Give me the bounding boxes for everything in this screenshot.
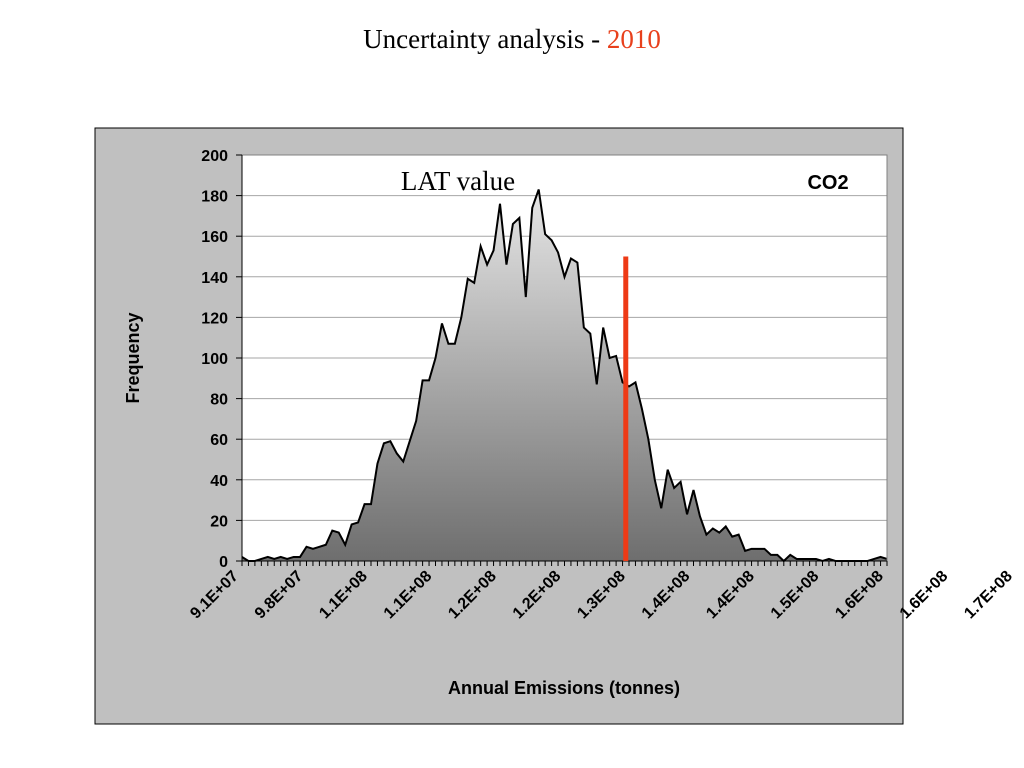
y-tick-labels: 0 20 40 60 80 100 120 140 160 180 200 (201, 148, 228, 571)
slide-title-year: 2010 (606, 24, 661, 54)
x-axis-title: Annual Emissions (tonnes) (448, 678, 680, 698)
y-tick-label-0: 0 (219, 554, 228, 571)
lat-value-label: LAT value (401, 166, 515, 196)
y-tick-label-80: 80 (210, 392, 228, 409)
y-tick-label-160: 160 (201, 229, 228, 246)
slide-title-text: Uncertainty analysis - (363, 24, 601, 54)
y-tick-label-60: 60 (210, 432, 228, 449)
frequency-area (242, 189, 887, 561)
y-tick-label-20: 20 (210, 513, 228, 530)
y-tick-label-100: 100 (201, 351, 228, 368)
y-tick-label-140: 140 (201, 270, 228, 287)
x-tick-label-12: 1.7E+08 (961, 568, 1016, 623)
y-tick-label-200: 200 (201, 148, 228, 165)
series-label: CO2 (807, 172, 848, 194)
x-tick-label-11: 1.6E+08 (897, 568, 952, 623)
axes (236, 154, 888, 566)
y-axis-title: Frequency (123, 312, 143, 403)
y-tick-label-180: 180 (201, 189, 228, 206)
frequency-line (241, 189, 888, 563)
y-tick-label-40: 40 (210, 473, 228, 490)
slide-title: Uncertainty analysis - 2010 (0, 24, 1024, 55)
y-tick-label-120: 120 (201, 310, 228, 327)
